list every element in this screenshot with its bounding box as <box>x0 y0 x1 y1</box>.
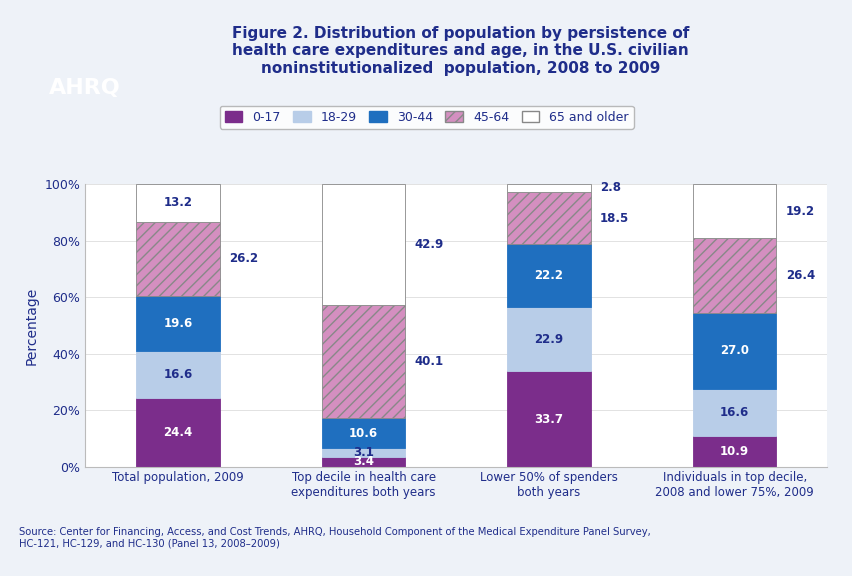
Text: 42.9: 42.9 <box>414 238 443 251</box>
Bar <box>136 397 220 467</box>
Text: AHRQ: AHRQ <box>49 78 121 98</box>
Text: 13.2: 13.2 <box>164 196 193 210</box>
Bar <box>136 184 220 222</box>
Bar <box>507 244 590 307</box>
Bar <box>321 418 405 448</box>
Bar <box>692 238 775 313</box>
Bar <box>136 295 220 351</box>
Bar <box>507 192 590 244</box>
Y-axis label: Percentage: Percentage <box>25 286 39 365</box>
Text: 19.2: 19.2 <box>785 204 814 218</box>
Text: 27.0: 27.0 <box>719 344 748 357</box>
Bar <box>507 372 590 467</box>
Text: 10.9: 10.9 <box>719 445 748 458</box>
Text: 2.8: 2.8 <box>600 181 620 195</box>
Text: 19.6: 19.6 <box>164 317 193 329</box>
Bar <box>692 389 775 436</box>
Text: 24.4: 24.4 <box>164 426 193 439</box>
Text: 22.2: 22.2 <box>534 269 563 282</box>
Text: 10.6: 10.6 <box>348 427 377 439</box>
Text: 33.7: 33.7 <box>534 412 563 426</box>
Text: 22.9: 22.9 <box>534 332 563 346</box>
Text: 16.6: 16.6 <box>164 367 193 381</box>
Bar <box>136 351 220 397</box>
Bar <box>321 305 405 418</box>
Bar <box>321 457 405 467</box>
Text: 26.4: 26.4 <box>785 269 814 282</box>
Bar <box>321 184 405 305</box>
Text: Figure 2. Distribution of population by persistence of
health care expenditures : Figure 2. Distribution of population by … <box>232 26 688 75</box>
Bar <box>507 307 590 372</box>
Text: 16.6: 16.6 <box>719 406 748 419</box>
Text: 40.1: 40.1 <box>414 355 443 368</box>
Bar <box>321 448 405 457</box>
Text: 3.4: 3.4 <box>353 455 374 468</box>
Text: Source: Center for Financing, Access, and Cost Trends, AHRQ, Household Component: Source: Center for Financing, Access, an… <box>19 527 650 548</box>
Text: 26.2: 26.2 <box>229 252 258 265</box>
Bar <box>507 184 590 192</box>
Legend: 0-17, 18-29, 30-44, 45-64, 65 and older: 0-17, 18-29, 30-44, 45-64, 65 and older <box>220 106 633 129</box>
Bar <box>136 222 220 295</box>
Text: 18.5: 18.5 <box>600 211 629 225</box>
Text: 3.1: 3.1 <box>353 446 373 459</box>
Bar <box>692 436 775 467</box>
Bar <box>692 184 775 238</box>
Bar <box>692 313 775 389</box>
